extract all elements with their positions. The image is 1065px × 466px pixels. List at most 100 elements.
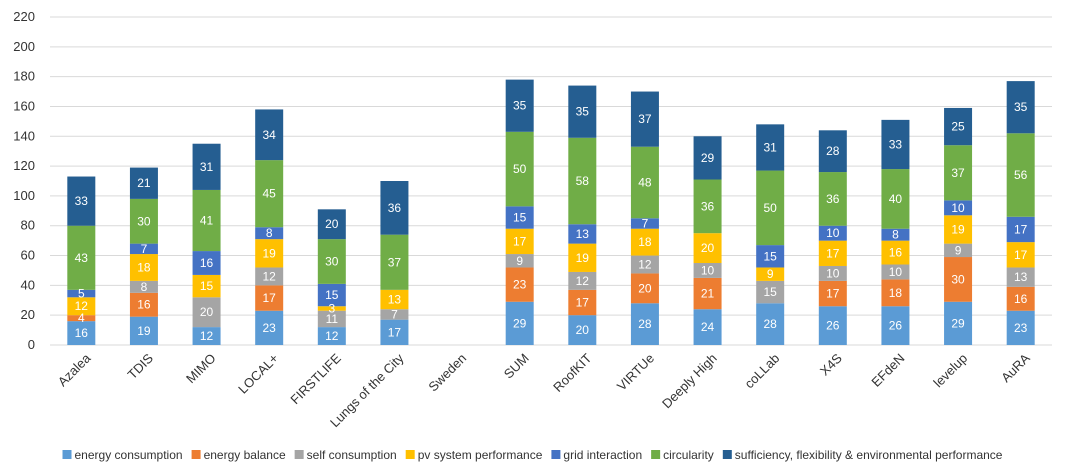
segment-value-label: 36	[701, 199, 715, 213]
y-tick-label: 220	[13, 9, 35, 24]
segment-value-label: 20	[325, 217, 339, 231]
bar-segment	[505, 131, 534, 207]
x-tick-label: Azalea	[55, 350, 94, 389]
segment-value-label: 19	[576, 251, 590, 265]
bar-segment	[505, 267, 534, 302]
segment-value-label: 7	[642, 216, 649, 230]
bar-segment	[255, 109, 284, 161]
segment-value-label: 10	[826, 266, 840, 280]
segment-value-label: 17	[826, 246, 840, 260]
segment-value-label: 10	[889, 265, 903, 279]
segment-value-label: 15	[764, 249, 778, 263]
bar-segment	[568, 315, 597, 345]
segment-value-label: 8	[892, 228, 899, 242]
bar-segment	[380, 181, 409, 235]
y-tick-label: 160	[13, 98, 35, 113]
segment-value-label: 19	[263, 246, 277, 260]
bar-segment	[818, 265, 847, 281]
bar-segment	[67, 225, 96, 290]
bar-segment	[255, 267, 284, 286]
segment-value-label: 20	[576, 323, 590, 337]
segment-value-label: 40	[889, 192, 903, 206]
segment-value-label: 16	[889, 246, 903, 260]
bar-segment	[1006, 216, 1035, 243]
legend-swatch	[62, 450, 72, 459]
bar-segment	[756, 267, 785, 281]
segment-value-label: 15	[513, 211, 527, 225]
segment-value-label: 24	[701, 320, 715, 334]
segment-value-label: 23	[513, 278, 527, 292]
bar-segment	[568, 289, 597, 316]
bar-segment	[129, 292, 158, 317]
bar-segment	[1006, 267, 1035, 287]
bar-segment	[881, 169, 910, 229]
segment-value-label: 12	[75, 299, 89, 313]
segment-value-label: 12	[263, 269, 277, 283]
segment-value-label: 9	[767, 267, 774, 281]
bar-segment	[818, 306, 847, 345]
bar-segment	[67, 297, 96, 316]
segment-value-label: 10	[701, 263, 715, 277]
bar-segment	[881, 279, 910, 307]
bar-segment	[129, 167, 158, 199]
x-tick-label: levelup	[930, 351, 970, 391]
bar-segment	[67, 289, 96, 298]
bar-segment	[818, 130, 847, 173]
y-tick-label: 0	[28, 337, 35, 352]
y-tick-label: 40	[21, 277, 35, 292]
segment-value-label: 10	[826, 226, 840, 240]
bar-segment	[881, 119, 910, 170]
segment-value-label: 13	[576, 227, 590, 241]
segment-value-label: 17	[388, 325, 402, 339]
legend-entry: self consumption	[307, 448, 397, 462]
bar-segment	[756, 280, 785, 304]
segment-value-label: 36	[388, 201, 402, 215]
segment-value-label: 3	[328, 301, 335, 315]
bar-segment	[944, 200, 973, 216]
bar-segment	[630, 218, 659, 229]
segment-value-label: 17	[1014, 248, 1028, 262]
segment-value-label: 15	[764, 285, 778, 299]
legend-swatch	[722, 450, 732, 459]
segment-value-label: 58	[576, 174, 590, 188]
bar-segment	[881, 306, 910, 345]
bar-segment	[630, 228, 659, 256]
segment-value-label: 12	[576, 274, 590, 288]
y-tick-label: 120	[13, 158, 35, 173]
segment-value-label: 12	[325, 329, 339, 343]
segment-value-label: 35	[513, 99, 527, 113]
x-tick-label: MIMO	[183, 351, 219, 387]
legend-swatch	[551, 450, 561, 459]
bar-segment	[756, 303, 785, 345]
segment-value-label: 26	[826, 319, 840, 333]
segment-labels-layer: 1641254333191681873021122015164131231712…	[75, 99, 1028, 343]
segment-value-label: 17	[263, 291, 277, 305]
segment-value-label: 18	[137, 260, 151, 274]
segment-value-label: 18	[638, 235, 652, 249]
x-tick-label: TDIS	[125, 350, 157, 382]
x-tick-label: VIRTUe	[614, 351, 657, 394]
segment-value-label: 15	[325, 288, 339, 302]
segment-value-label: 13	[388, 293, 402, 307]
bar-segment	[630, 255, 659, 274]
bar-segment	[568, 243, 597, 272]
bar-segment	[380, 289, 409, 310]
bar-segment	[255, 310, 284, 345]
segment-value-label: 30	[325, 255, 339, 269]
segment-value-label: 36	[826, 192, 840, 206]
segment-value-label: 56	[1014, 168, 1028, 182]
segment-value-label: 12	[200, 329, 214, 343]
segment-value-label: 28	[826, 144, 840, 158]
segment-value-label: 48	[638, 175, 652, 189]
segment-value-label: 20	[638, 281, 652, 295]
segment-value-label: 29	[951, 316, 965, 330]
x-tick-label: FIRSTLIFE	[287, 350, 344, 407]
bar-segment	[693, 179, 722, 234]
bar-segment	[756, 245, 785, 268]
bar-segment	[505, 79, 534, 132]
segment-value-label: 30	[137, 214, 151, 228]
legend-entry: grid interaction	[563, 448, 642, 462]
bar-segment	[380, 309, 409, 320]
bar-segment	[255, 239, 284, 268]
bar-segment	[192, 143, 221, 190]
